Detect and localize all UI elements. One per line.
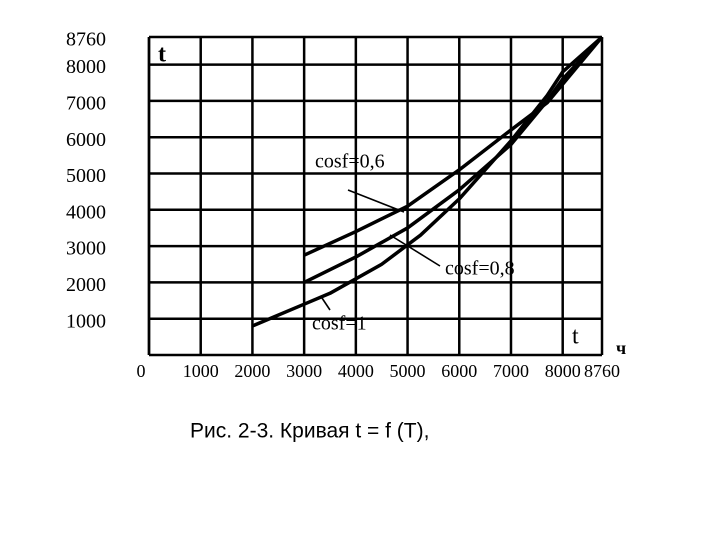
y-axis-label: t [158,42,166,68]
x-tick-label: 7000 [493,361,529,381]
series-label: cosf=1 [312,313,367,335]
x-axis-unit: ч [616,338,626,358]
series-label: cosf=0,6 [315,151,385,173]
y-tick-label: 1000 [66,310,106,332]
x-tick-label: 0 [137,361,146,381]
y-tick-label: 7000 [66,92,106,114]
line-series [251,35,604,328]
y-tick-label: 3000 [66,238,106,260]
y-tick-label: 4000 [66,201,106,223]
leader-line [321,297,331,311]
y-tick-label: 8000 [66,56,106,78]
x-tick-label: 3000 [286,361,322,381]
line-series [303,35,604,284]
x-tick-label: 2000 [234,361,270,381]
leader-line [347,189,405,213]
x-tick-label: 1000 [183,361,219,381]
x-tick-label: 8000 [545,361,581,381]
y-tick-label: 2000 [66,274,106,296]
leader-line [389,234,441,267]
y-tick-label: 8760 [66,29,106,51]
x-tick-label: 5000 [390,361,426,381]
caption: Рис. 2-3. Кривая t = f (T), [190,420,429,443]
x-tick-label: 6000 [441,361,477,381]
y-tick-label: 5000 [66,165,106,187]
x-axis-label: t [572,324,579,350]
y-tick-label: 6000 [66,129,106,151]
x-tick-label: 4000 [338,361,374,381]
line-series [303,35,604,257]
series-label: cosf=0,8 [445,258,515,280]
x-tick-label: 8760 [584,361,620,381]
